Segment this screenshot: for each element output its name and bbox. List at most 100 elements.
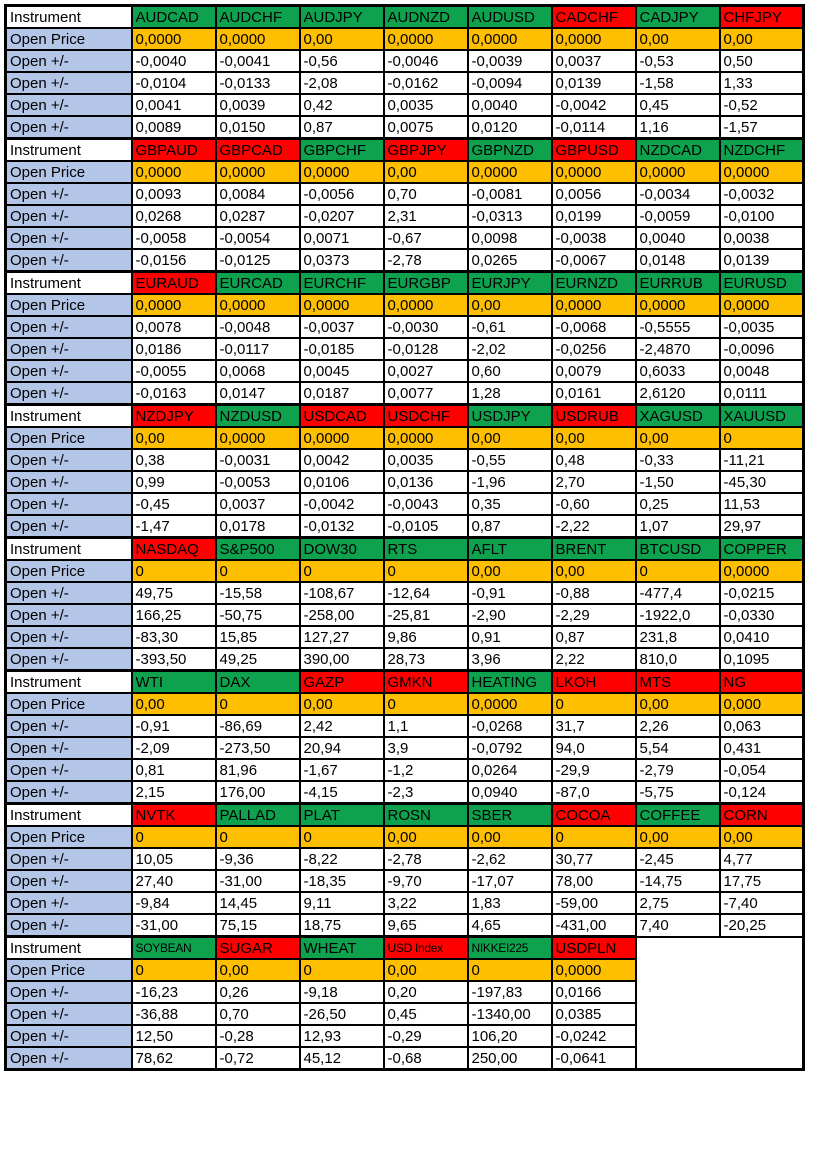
change-value-cell[interactable]: 0,0139 <box>718 248 805 273</box>
change-value-cell[interactable]: 0,60 <box>466 359 553 383</box>
change-value-cell[interactable]: -0,0105 <box>382 514 469 539</box>
change-value-cell[interactable]: -0,0162 <box>382 71 469 95</box>
row-label-open-change[interactable]: Open +/- <box>4 603 133 627</box>
change-value-cell[interactable]: 0,0111 <box>718 381 805 406</box>
change-value-cell[interactable]: 49,25 <box>214 647 301 672</box>
instrument-header-cell[interactable]: AUDNZD <box>382 4 469 29</box>
instrument-header-cell[interactable]: MTS <box>634 669 721 694</box>
open-price-cell[interactable]: 0,0000 <box>550 160 637 184</box>
change-value-cell[interactable]: 0,0093 <box>130 182 217 206</box>
change-value-cell[interactable]: -0,5555 <box>634 315 721 339</box>
change-value-cell[interactable]: 1,1 <box>382 714 469 738</box>
instrument-header-cell[interactable]: DAX <box>214 669 301 694</box>
change-value-cell[interactable]: 0,0098 <box>466 226 553 250</box>
change-value-cell[interactable]: -8,22 <box>298 847 385 871</box>
change-value-cell[interactable]: 94,0 <box>550 736 637 760</box>
change-value-cell[interactable]: 0,0056 <box>550 182 637 206</box>
change-value-cell[interactable]: 1,83 <box>466 891 553 915</box>
change-value-cell[interactable]: 0,0038 <box>718 226 805 250</box>
instrument-header-cell[interactable]: EURAUD <box>130 270 217 295</box>
change-value-cell[interactable]: -87,0 <box>550 780 637 805</box>
change-value-cell[interactable]: 2,70 <box>550 470 637 494</box>
change-value-cell[interactable]: -2,79 <box>634 758 721 782</box>
instrument-header-cell[interactable]: RTS <box>382 536 469 561</box>
change-value-cell[interactable]: 2,42 <box>298 714 385 738</box>
row-label-open-price[interactable]: Open Price <box>4 559 133 583</box>
row-label-open-price[interactable]: Open Price <box>4 825 133 849</box>
instrument-header-cell[interactable]: WTI <box>130 669 217 694</box>
instrument-header-cell[interactable]: EURCHF <box>298 270 385 295</box>
change-value-cell[interactable]: 0,0150 <box>214 115 301 140</box>
change-value-cell[interactable]: -0,0053 <box>214 470 301 494</box>
change-value-cell[interactable]: -0,0242 <box>550 1024 637 1048</box>
open-price-cell[interactable]: 0 <box>298 559 385 583</box>
open-price-cell[interactable]: 0,0000 <box>382 27 469 51</box>
change-value-cell[interactable]: -12,64 <box>382 581 469 605</box>
change-value-cell[interactable]: 0,0148 <box>634 248 721 273</box>
change-value-cell[interactable]: -1,96 <box>466 470 553 494</box>
instrument-header-cell[interactable]: GMKN <box>382 669 469 694</box>
instrument-header-cell[interactable]: USDJPY <box>466 403 553 428</box>
row-label-open-change[interactable]: Open +/- <box>4 448 133 472</box>
open-price-cell[interactable]: 0,0000 <box>130 27 217 51</box>
change-value-cell[interactable]: -0,72 <box>214 1046 301 1071</box>
change-value-cell[interactable]: 0,0078 <box>130 315 217 339</box>
change-value-cell[interactable]: -14,75 <box>634 869 721 893</box>
open-price-cell[interactable]: 0,000 <box>718 692 805 716</box>
change-value-cell[interactable]: -0,0156 <box>130 248 217 273</box>
instrument-header-cell[interactable]: CADCHF <box>550 4 637 29</box>
change-value-cell[interactable]: -0,67 <box>382 226 469 250</box>
open-price-cell[interactable]: 0,00 <box>634 426 721 450</box>
change-value-cell[interactable]: -1340,00 <box>466 1002 553 1026</box>
change-value-cell[interactable]: -2,08 <box>298 71 385 95</box>
instrument-header-cell[interactable]: SBER <box>466 802 553 827</box>
change-value-cell[interactable]: -1,67 <box>298 758 385 782</box>
change-value-cell[interactable]: 0,70 <box>382 182 469 206</box>
change-value-cell[interactable]: -0,0054 <box>214 226 301 250</box>
change-value-cell[interactable]: -0,53 <box>634 49 721 73</box>
row-label-open-change[interactable]: Open +/- <box>4 980 133 1004</box>
change-value-cell[interactable]: -0,0207 <box>298 204 385 228</box>
change-value-cell[interactable]: -0,0035 <box>718 315 805 339</box>
row-label-open-change[interactable]: Open +/- <box>4 1024 133 1048</box>
change-value-cell[interactable]: -0,0039 <box>466 49 553 73</box>
row-label-open-change[interactable]: Open +/- <box>4 49 133 73</box>
instrument-header-cell[interactable]: NASDAQ <box>130 536 217 561</box>
change-value-cell[interactable]: 4,65 <box>466 913 553 938</box>
open-price-cell[interactable]: 0 <box>298 825 385 849</box>
instrument-header-cell[interactable]: PALLAD <box>214 802 301 827</box>
change-value-cell[interactable]: 0,0268 <box>130 204 217 228</box>
change-value-cell[interactable]: -0,0125 <box>214 248 301 273</box>
open-price-cell[interactable]: 0,0000 <box>130 293 217 317</box>
open-price-cell[interactable]: 0 <box>382 692 469 716</box>
change-value-cell[interactable]: 9,65 <box>382 913 469 938</box>
row-label-instrument[interactable]: Instrument <box>4 802 133 827</box>
change-value-cell[interactable]: 0,0136 <box>382 470 469 494</box>
instrument-header-cell[interactable]: COPPER <box>718 536 805 561</box>
change-value-cell[interactable]: -0,91 <box>466 581 553 605</box>
change-value-cell[interactable]: 0,26 <box>214 980 301 1004</box>
change-value-cell[interactable]: 810,0 <box>634 647 721 672</box>
instrument-header-cell[interactable]: AUDCAD <box>130 4 217 29</box>
change-value-cell[interactable]: -9,70 <box>382 869 469 893</box>
instrument-header-cell[interactable]: ROSN <box>382 802 469 827</box>
change-value-cell[interactable]: 0,0039 <box>214 93 301 117</box>
change-value-cell[interactable]: -0,33 <box>634 448 721 472</box>
change-value-cell[interactable]: 0,0410 <box>718 625 805 649</box>
open-price-cell[interactable]: 0,00 <box>466 825 553 849</box>
change-value-cell[interactable]: -0,0256 <box>550 337 637 361</box>
row-label-open-change[interactable]: Open +/- <box>4 1002 133 1026</box>
instrument-header-cell[interactable]: NZDCAD <box>634 137 721 162</box>
row-label-open-price[interactable]: Open Price <box>4 426 133 450</box>
change-value-cell[interactable]: -2,29 <box>550 603 637 627</box>
change-value-cell[interactable]: -0,0032 <box>718 182 805 206</box>
change-value-cell[interactable]: 106,20 <box>466 1024 553 1048</box>
change-value-cell[interactable]: 0,0048 <box>718 359 805 383</box>
instrument-header-cell[interactable]: GBPNZD <box>466 137 553 162</box>
row-label-open-price[interactable]: Open Price <box>4 692 133 716</box>
instrument-header-cell[interactable]: GBPAUD <box>130 137 217 162</box>
change-value-cell[interactable]: 5,54 <box>634 736 721 760</box>
change-value-cell[interactable]: -0,0114 <box>550 115 637 140</box>
change-value-cell[interactable]: 0,0120 <box>466 115 553 140</box>
change-value-cell[interactable]: 0,6033 <box>634 359 721 383</box>
